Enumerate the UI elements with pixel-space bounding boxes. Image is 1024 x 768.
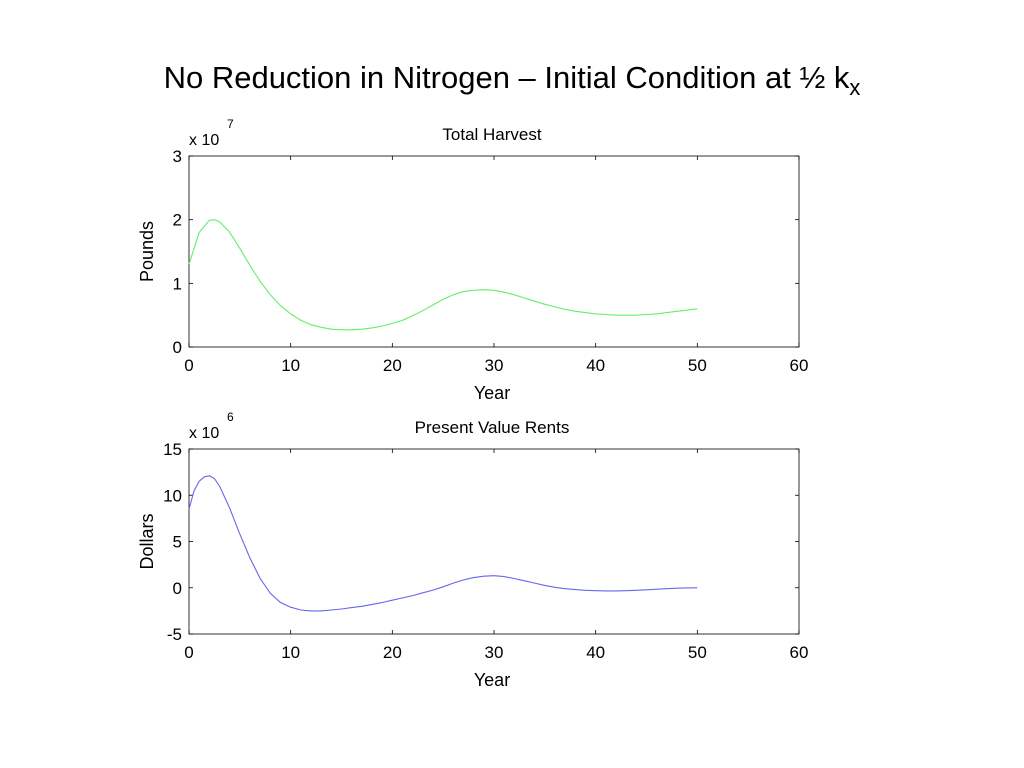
chart-1: 0 10 20 30 40 50 60 0 1 2 3 Total Harvest Year Pounds… [137, 117, 808, 403]
x-tick-label: 20 [383, 356, 402, 375]
y-tick-label: 1 [173, 274, 182, 293]
x-tick-label: 10 [281, 643, 300, 662]
y-tick-label: 0 [173, 579, 182, 598]
x-tick-label: 30 [485, 643, 504, 662]
chart-title: Total Harvest [442, 125, 541, 144]
x-tick-label: 10 [281, 356, 300, 375]
exponent-label: x 10 [189, 132, 219, 149]
slide-title: No Reduction in Nitrogen – Initial Condi… [0, 60, 1024, 101]
x-tick-label: 50 [688, 356, 707, 375]
y-axis-label: Pounds [137, 221, 157, 282]
exponent-power: 7 [227, 117, 234, 131]
y-tick-label: 2 [173, 211, 182, 230]
series-line-1 [188, 475, 698, 612]
x-axis-label: Year [474, 383, 510, 403]
series-line-1 [188, 219, 698, 331]
x-tick-label: 60 [790, 356, 809, 375]
y-tick-label: 5 [173, 533, 182, 552]
x-tick-label: 60 [790, 643, 809, 662]
y-tick-label: 0 [173, 338, 182, 357]
x-tick-label: 50 [688, 643, 707, 662]
x-tick-label: 40 [586, 356, 605, 375]
x-tick-label: 40 [586, 643, 605, 662]
y-tick-label: 15 [163, 440, 182, 459]
y-axis-label: Dollars [137, 513, 157, 569]
x-tick-label: 20 [383, 643, 402, 662]
slide-title-text: No Reduction in Nitrogen – Initial Condi… [163, 60, 850, 95]
exponent-power: 6 [227, 410, 234, 424]
plot-frame [188, 448, 800, 635]
x-tick-label: 0 [184, 643, 193, 662]
x-axis-label: Year [474, 670, 510, 690]
x-tick-label: 30 [485, 356, 504, 375]
chart-title: Present Value Rents [415, 418, 570, 437]
x-tick-label: 0 [184, 356, 193, 375]
y-tick-label: -5 [167, 625, 182, 644]
exponent-label: x 10 [189, 425, 219, 442]
plot-frame [188, 155, 800, 348]
y-tick-label: 10 [163, 486, 182, 505]
y-tick-label: 3 [173, 147, 182, 166]
slide-title-subscript: x [849, 75, 861, 100]
